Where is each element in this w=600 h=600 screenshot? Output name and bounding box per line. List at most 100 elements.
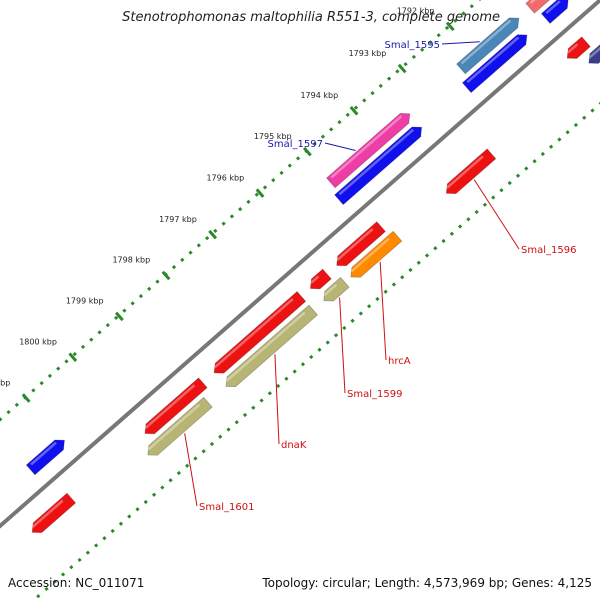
outer-dotted-ring-dot — [251, 405, 256, 410]
outer-dotted-ring-dot — [160, 485, 165, 490]
outer-dotted-ring-dot — [590, 108, 595, 113]
smal-1597-leader-line — [324, 142, 356, 152]
smal-1596-label: Smal_1596 — [521, 245, 576, 256]
outer-dotted-ring-dot — [474, 209, 479, 215]
inner-dotted-ring-dot — [89, 337, 94, 342]
outer-dotted-ring-dot — [52, 579, 57, 584]
scale-tick-mark — [208, 229, 218, 240]
inner-dotted-ring-dot — [444, 25, 450, 31]
inner-dotted-ring-dot — [436, 33, 441, 38]
inner-dotted-ring-dot — [113, 315, 119, 321]
hrca-feature — [350, 230, 403, 278]
inner-dotted-ring-dot — [320, 134, 326, 139]
inner-dotted-ring-dot — [279, 170, 284, 176]
outer-dotted-ring-dot — [466, 217, 471, 222]
outer-dotted-ring-dot — [276, 383, 281, 389]
inner-dotted-ring-dot — [221, 221, 226, 226]
outer-dotted-ring-dot — [110, 528, 115, 534]
outer-dotted-ring-dot — [85, 550, 90, 555]
scale-tick-mark — [349, 105, 359, 116]
outer-dotted-ring-dot — [44, 586, 49, 592]
smal-1599-leader-line — [339, 297, 346, 394]
outer-dotted-ring-dot — [400, 275, 405, 280]
outer-dotted-ring-dot — [242, 412, 248, 418]
outer-dotted-ring-dot — [176, 470, 181, 476]
inner-dotted-ring-dot — [403, 62, 408, 67]
outer-dotted-ring-dot — [548, 144, 554, 149]
outer-dotted-ring-dot — [582, 115, 587, 120]
scale-tick-mark — [68, 352, 78, 362]
outer-dotted-ring-dot — [168, 478, 173, 483]
scale-tick-mark — [161, 270, 171, 281]
outer-dotted-ring-dot — [309, 354, 314, 360]
dnak-leader-line — [274, 354, 280, 445]
outer-dotted-ring-dot — [185, 463, 190, 468]
scale-tick-label: 1797 kbp — [159, 215, 197, 224]
outer-dotted-ring-dot — [102, 536, 107, 541]
inner-dotted-ring-dot — [287, 163, 292, 168]
inner-dotted-ring-dot — [246, 199, 251, 205]
smal-1595-label: Smal_1595 — [385, 40, 440, 51]
inner-dotted-ring-dot — [64, 359, 69, 364]
forward-gene-feature — [540, 0, 569, 24]
inner-dotted-ring-dot — [353, 105, 359, 110]
inner-dotted-ring-dot — [370, 91, 375, 96]
smal-1597-label: Smal_1597 — [268, 139, 323, 150]
inner-dotted-ring-dot — [171, 265, 177, 270]
scale-tick-label: 1795 kbp — [254, 132, 292, 141]
outer-dotted-ring-dot — [491, 195, 496, 200]
inner-dotted-ring-dot — [329, 127, 334, 132]
inner-dotted-ring-dot — [6, 410, 11, 415]
genome-summary-text: Topology: circular; Length: 4,573,969 bp… — [262, 576, 592, 590]
outer-dotted-ring-dot — [234, 420, 239, 425]
inner-dotted-ring-dot — [31, 388, 36, 393]
outer-dotted-ring-dot — [433, 246, 438, 251]
scale-tick-label: 1799 kbp — [66, 297, 104, 306]
hrca-leader-line — [379, 261, 387, 361]
outer-dotted-ring-dot — [60, 572, 66, 577]
inner-dotted-ring-dot — [428, 40, 433, 45]
outer-dotted-ring-dot — [284, 376, 289, 381]
inner-dotted-ring-dot — [188, 250, 193, 255]
inner-dotted-ring-dot — [47, 373, 53, 379]
scale-tick-label: 1792 kbp — [397, 7, 435, 16]
inner-dotted-ring-dot — [271, 178, 276, 183]
inner-dotted-ring-dot — [204, 236, 210, 241]
reverse-gene-feature — [588, 44, 600, 64]
inner-dotted-ring-dot — [155, 279, 160, 284]
outer-dotted-ring-dot — [143, 499, 148, 505]
inner-dotted-ring-dot — [420, 47, 425, 52]
forward-gene-feature — [461, 34, 528, 94]
outer-dotted-ring-dot — [135, 507, 140, 512]
outer-dotted-ring-dot — [424, 253, 430, 258]
reverse-gene-feature — [144, 377, 208, 435]
dnak-feature — [225, 304, 319, 388]
backbone-line — [0, 0, 600, 529]
outer-dotted-ring-dot — [375, 296, 380, 302]
outer-dotted-ring-dot — [557, 137, 562, 142]
forward-gene-feature — [25, 439, 65, 476]
outer-dotted-ring-dot — [350, 318, 355, 323]
outer-dotted-ring-dot — [300, 362, 306, 367]
outer-dotted-ring-dot — [325, 340, 330, 345]
outer-dotted-ring-dot — [193, 456, 198, 461]
scale-tick-mark — [445, 21, 455, 32]
inner-dotted-ring-dot — [97, 330, 102, 335]
inner-dotted-ring-dot — [122, 308, 127, 313]
reverse-gene-feature — [309, 268, 332, 290]
inner-dotted-ring-dot — [213, 228, 218, 234]
inner-dotted-ring-dot — [147, 286, 152, 292]
inner-dotted-ring-dot — [378, 83, 383, 89]
accession-text: Accession: NC_011071 — [8, 576, 145, 590]
outer-dotted-ring-dot — [515, 173, 521, 178]
outer-dotted-ring-dot — [391, 282, 397, 287]
scale-tick-mark — [255, 188, 265, 198]
smal-1597-feature — [325, 113, 411, 189]
smal-1595-feature — [456, 17, 520, 75]
outer-dotted-ring-dot — [69, 565, 74, 570]
smal-1599-feature — [323, 276, 350, 302]
outer-dotted-ring-dot — [292, 369, 297, 374]
reverse-gene-feature — [213, 290, 307, 374]
reverse-gene-feature — [336, 221, 386, 267]
